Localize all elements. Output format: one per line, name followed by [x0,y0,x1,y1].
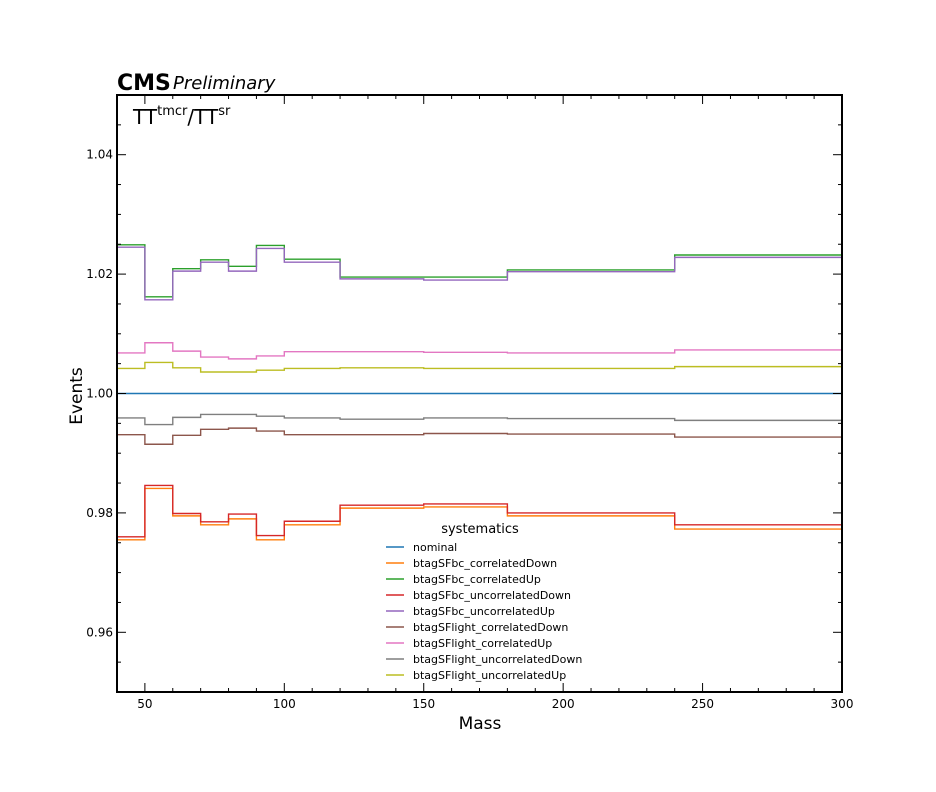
plot-area: 50 100 150 200 250 300 0.96 0.98 1.00 1.02 1.04 [86,94,854,711]
series-line-4 [117,246,842,301]
x-tick-label: 300 [831,697,854,711]
region-sep: / [187,105,194,129]
series-line-3 [117,484,842,549]
x-tick-label: 250 [691,697,714,711]
x-tick-label: 50 [137,697,152,711]
legend-label: btagSFbc_uncorrelatedUp [413,605,555,618]
y-axis-label: Events [67,367,87,425]
legend-label: nominal [413,541,457,554]
legend-label: btagSFlight_uncorrelatedDown [413,653,582,666]
y-tick-label: 1.02 [86,267,113,281]
region-den-base: TT [193,105,219,129]
legend-label: btagSFbc_uncorrelatedDown [413,589,571,602]
region-num-base: TT [132,105,158,129]
legend-label: btagSFlight_correlatedUp [413,637,552,650]
y-tick-label: 0.96 [86,625,113,639]
series-line-2 [117,244,842,298]
legend-label: btagSFlight_uncorrelatedUp [413,669,566,682]
region-num-sup: tmcr [157,104,188,119]
x-tick-label: 150 [412,697,435,711]
region-label: TTtmcr/TTsr [132,104,231,129]
legend-label: btagSFbc_correlatedUp [413,573,541,586]
series-line-5 [117,427,842,445]
x-tick-label: 100 [273,697,296,711]
series-line-6 [117,342,842,360]
legend-label: btagSFlight_correlatedDown [413,621,568,634]
series-line-7 [117,413,842,426]
y-tick-label: 1.00 [86,387,113,401]
legend-label: btagSFbc_correlatedDown [413,557,557,570]
series-layer [117,244,842,555]
y-tick-label: 0.98 [86,506,113,520]
experiment-label: CMS [117,71,171,96]
x-axis-label: Mass [459,714,502,734]
legend-items: nominal btagSFbc_correlatedDown btagSFbc_c… [386,541,582,682]
region-den-sup: sr [218,104,231,119]
legend-title: systematics [441,522,519,537]
y-tick-label: 1.04 [86,148,113,162]
legend: systematics nominal btagSFbc_correlatedDo… [386,522,582,682]
tick-layer: 50 100 150 200 250 300 0.96 0.98 1.00 1.02 1.04 [86,94,854,711]
status-label: Preliminary [173,73,276,94]
x-tick-label: 200 [552,697,575,711]
series-line-8 [117,361,842,373]
